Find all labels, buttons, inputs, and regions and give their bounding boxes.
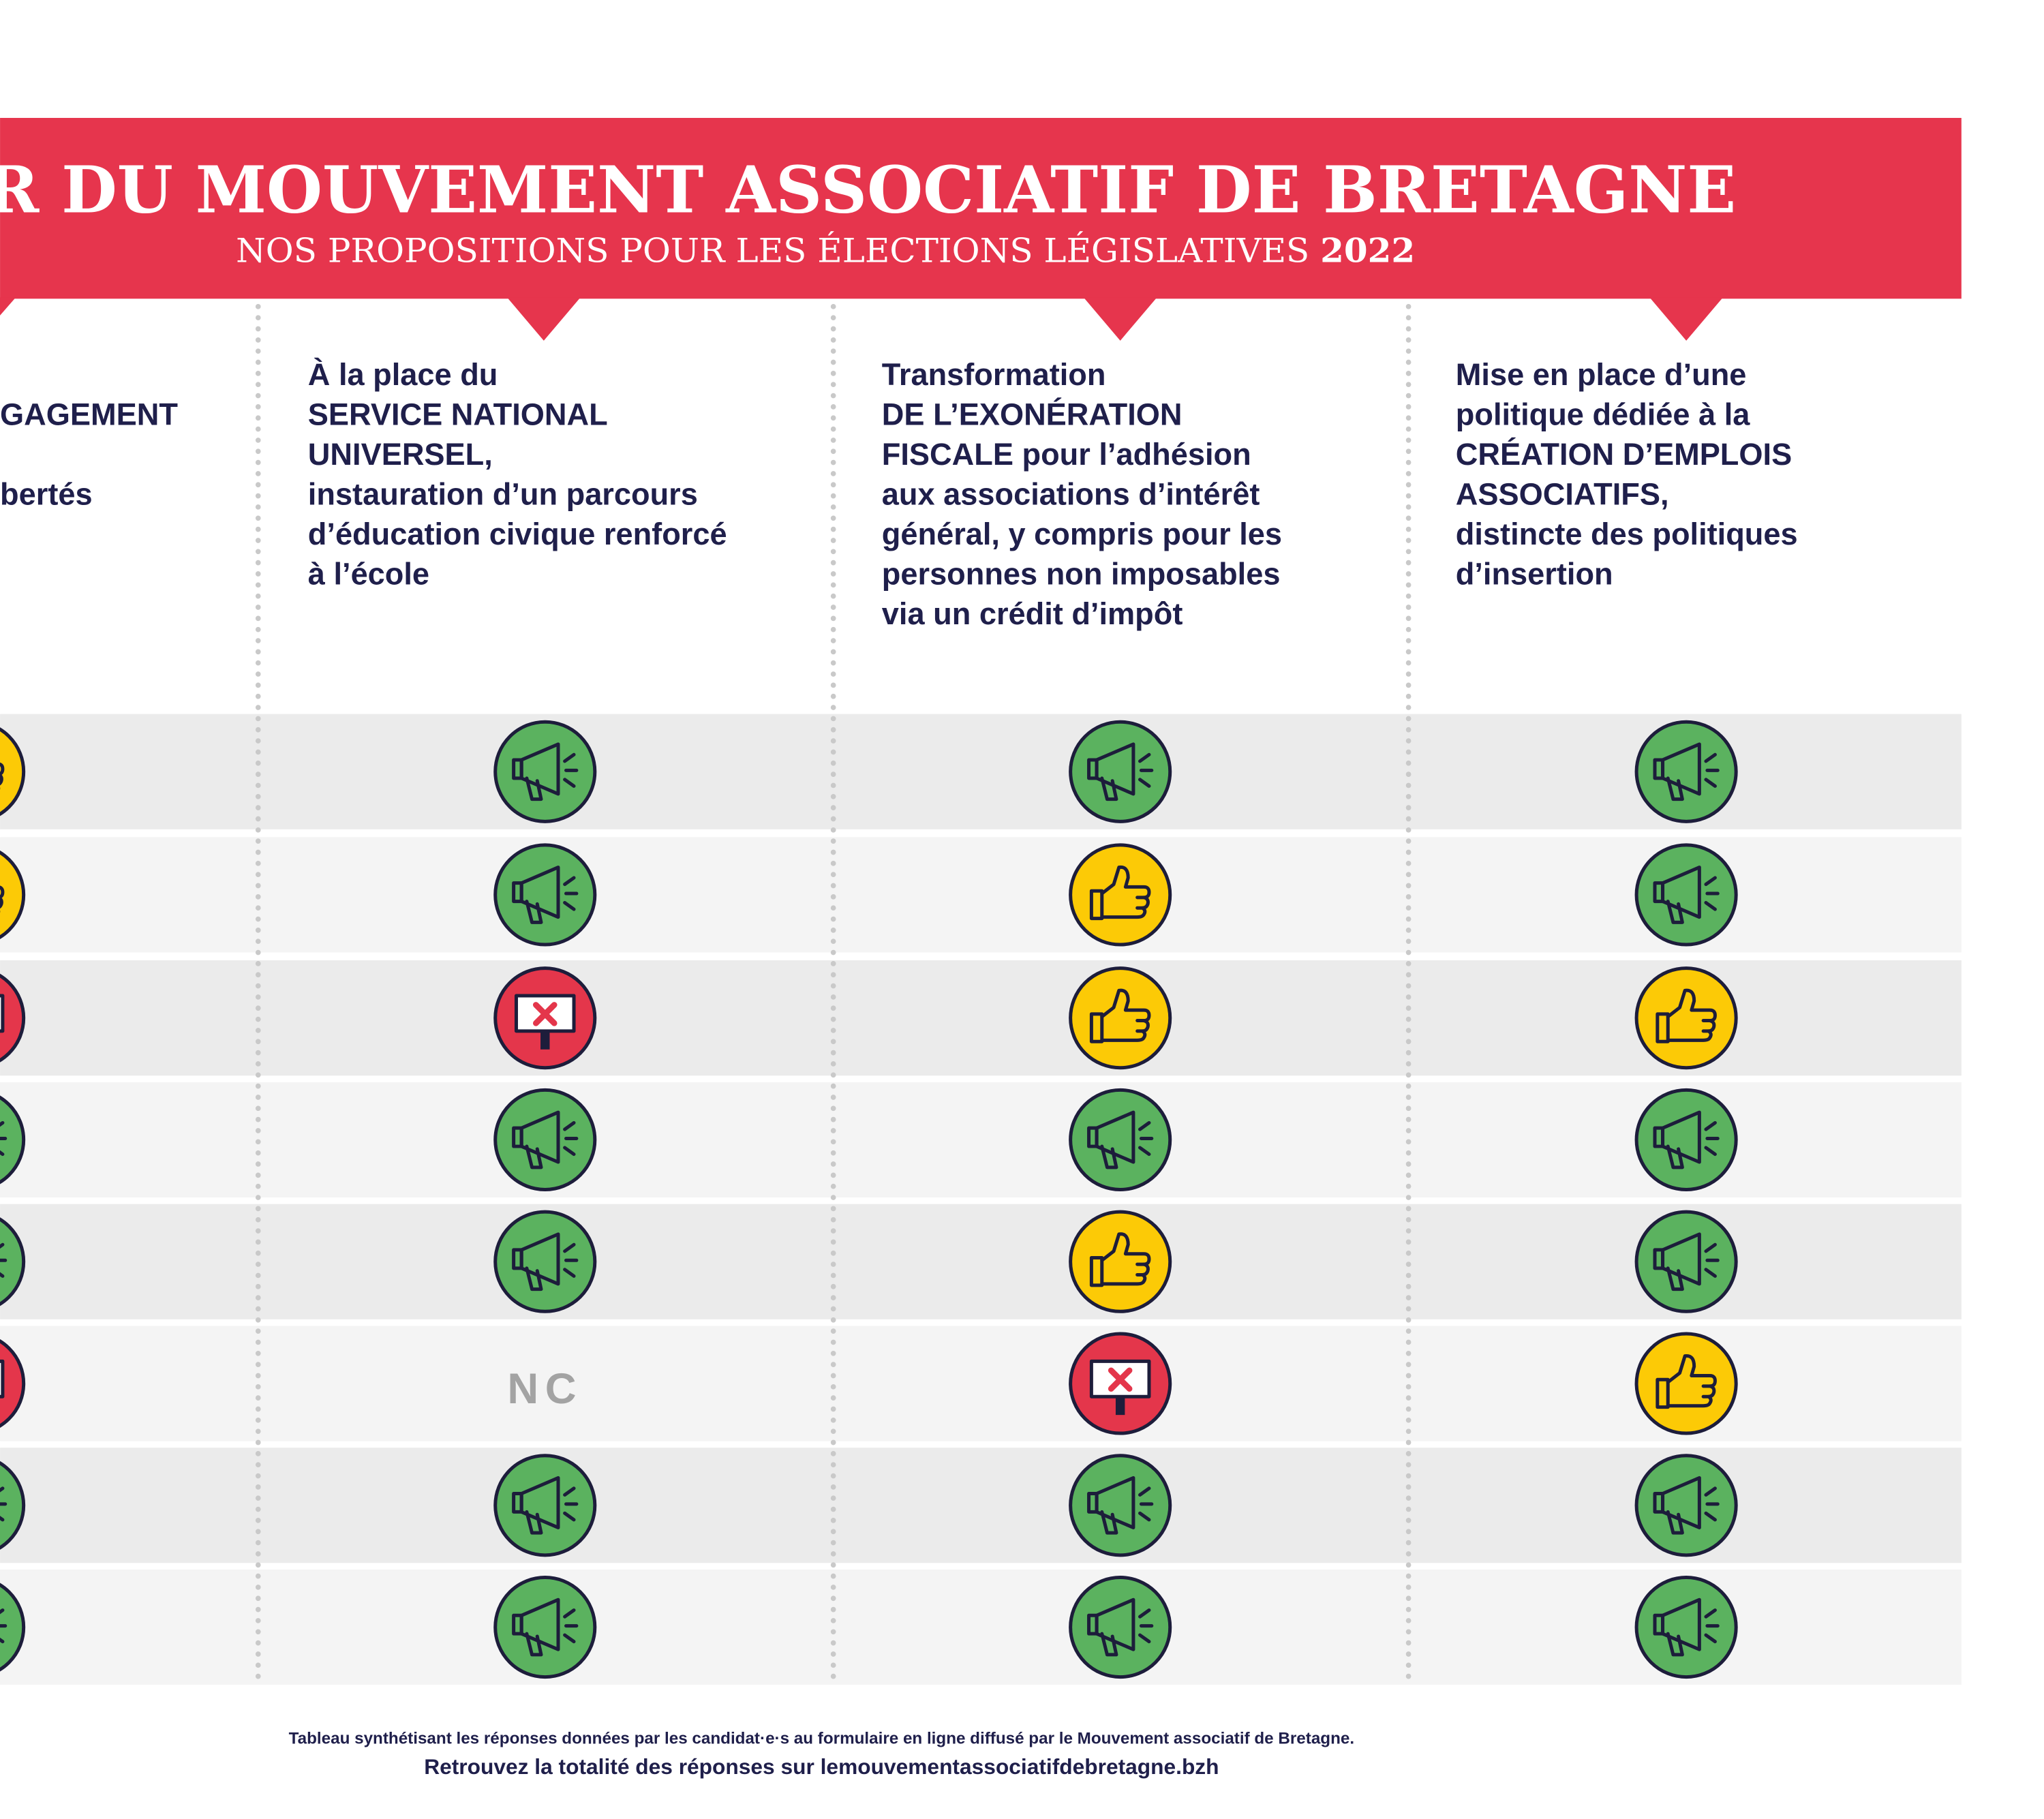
- column-heading-line: d’insertion: [1456, 556, 1613, 591]
- row: [0, 1326, 1962, 1441]
- column-heading-line: instauration d’un parcours: [308, 476, 698, 511]
- row: [0, 714, 1962, 829]
- column-heading-line: personnes non imposables: [882, 556, 1281, 591]
- column-heading-line: politique dédiée à la: [1456, 397, 1750, 432]
- column-heading-line: Mise en place d’une: [1456, 357, 1747, 392]
- pointer: [1649, 297, 1723, 341]
- row: [0, 837, 1962, 953]
- row: [0, 1569, 1962, 1685]
- column-heading-line: via un crédit d’impôt: [882, 596, 1183, 631]
- column-heading-line: CRÉATION D’EMPLOIS: [1456, 437, 1792, 472]
- column-heading-line: Transformation: [882, 357, 1106, 392]
- row: [0, 960, 1962, 1076]
- column-heading-line: FISCALE pour l’adhésion: [882, 437, 1251, 472]
- answer-icon: [1071, 1090, 1170, 1189]
- answer-icon: [495, 1090, 595, 1189]
- subtitle: NOS PROPOSITIONS POUR LES ÉLECTIONS LÉGI…: [236, 230, 1415, 270]
- row: [0, 1448, 1962, 1563]
- title: AIDOYER DU MOUVEMENT ASSOCIATIF DE BRETA…: [0, 153, 1736, 228]
- answer-icon: [1636, 1212, 1736, 1311]
- footer-note: Tableau synthétisant les réponses donnée…: [289, 1730, 1354, 1748]
- column-heading-line: GAGEMENT: [0, 397, 178, 432]
- row: [0, 1204, 1962, 1319]
- answer-icon: [1636, 968, 1736, 1068]
- answer-icon: [1636, 722, 1736, 821]
- column-heading-line: ASSOCIATIFS,: [1456, 476, 1669, 511]
- column-heading-line: À la place du: [308, 357, 498, 392]
- answer-icon: [495, 968, 595, 1068]
- column-heading-line: aux associations d’intérêt: [882, 476, 1260, 511]
- column-heading-line: général, y compris pour les: [882, 517, 1282, 551]
- footer-link-text: Retrouvez la totalité des réponses sur: [424, 1754, 814, 1779]
- answer-icon: [495, 722, 595, 821]
- answer-icon: [1071, 845, 1170, 945]
- subtitle-text: NOS PROPOSITIONS POUR LES ÉLECTIONS LÉGI…: [236, 230, 1309, 270]
- pointer: [0, 297, 16, 316]
- answer-icon: [495, 1578, 595, 1677]
- rows: [0, 714, 1962, 1685]
- row: [0, 1082, 1962, 1198]
- answer-icon: [1071, 722, 1170, 821]
- headings: GAGEMENT bertés À la place du SERVICE NATIO…: [0, 357, 1798, 631]
- pointer: [507, 297, 581, 341]
- answer-icon: [1636, 845, 1736, 945]
- pointer: [1083, 297, 1157, 341]
- column-heading-line: d’éducation civique renforcé: [308, 517, 727, 551]
- column-heading-line: SERVICE NATIONAL: [308, 397, 608, 432]
- answer-icon: [1071, 1456, 1170, 1555]
- subtitle-year: 2022: [1320, 230, 1415, 270]
- answer-icon: [1071, 1578, 1170, 1677]
- answers: NC: [0, 722, 1736, 1677]
- answer-icon: [1636, 1090, 1736, 1189]
- column-heading-line: bertés: [0, 476, 93, 511]
- answer-icon: [1071, 1334, 1170, 1433]
- no-answer: NC: [507, 1365, 583, 1413]
- answer-icon: [1636, 1334, 1736, 1433]
- banner: [0, 118, 1962, 299]
- column-heading-line: distincte des politiques: [1456, 517, 1798, 551]
- answer-icon: [495, 845, 595, 945]
- answer-icon: [1071, 1212, 1170, 1311]
- answer-icon: [1636, 1456, 1736, 1555]
- link[interactable]: lemouvementassociatifdebretagne.bzh: [821, 1754, 1219, 1779]
- column-heading-line: DE L’EXONÉRATION: [882, 397, 1183, 432]
- pointers: [0, 297, 1723, 341]
- footer-link: Retrouvez la totalité des réponses sur l…: [424, 1754, 1219, 1779]
- column-heading-line: UNIVERSEL,: [308, 437, 493, 472]
- answer-icon: [1636, 1578, 1736, 1677]
- column-heading-line: à l’école: [308, 556, 429, 591]
- answer-icon: [495, 1212, 595, 1311]
- answer-icon: [495, 1456, 595, 1555]
- answer-icon: [1071, 968, 1170, 1068]
